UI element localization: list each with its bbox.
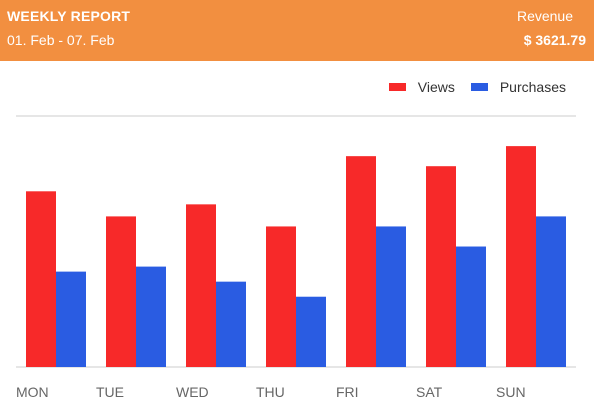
x-tick-label-tue: TUE [96,384,124,400]
bar-purchases-sun [536,216,566,367]
x-tick-label-fri: FRI [336,384,359,400]
bar-purchases-fri [376,226,406,367]
bar-purchases-mon [56,272,86,367]
x-tick-label-sun: SUN [496,384,526,400]
bar-purchases-tue [136,267,166,367]
bar-views-mon [26,191,56,367]
x-tick-label-sat: SAT [416,384,443,400]
bar-purchases-thu [296,297,326,367]
bar-views-fri [346,156,376,367]
bar-purchases-wed [216,282,246,367]
bar-purchases-sat [456,247,486,367]
bar-views-thu [266,226,296,367]
bar-views-sat [426,166,456,367]
x-tick-label-mon: MON [16,384,49,400]
bar-views-wed [186,204,216,367]
x-tick-label-wed: WED [176,384,209,400]
bar-views-sun [506,146,536,367]
bar-views-tue [106,216,136,367]
x-tick-label-thu: THU [256,384,285,400]
